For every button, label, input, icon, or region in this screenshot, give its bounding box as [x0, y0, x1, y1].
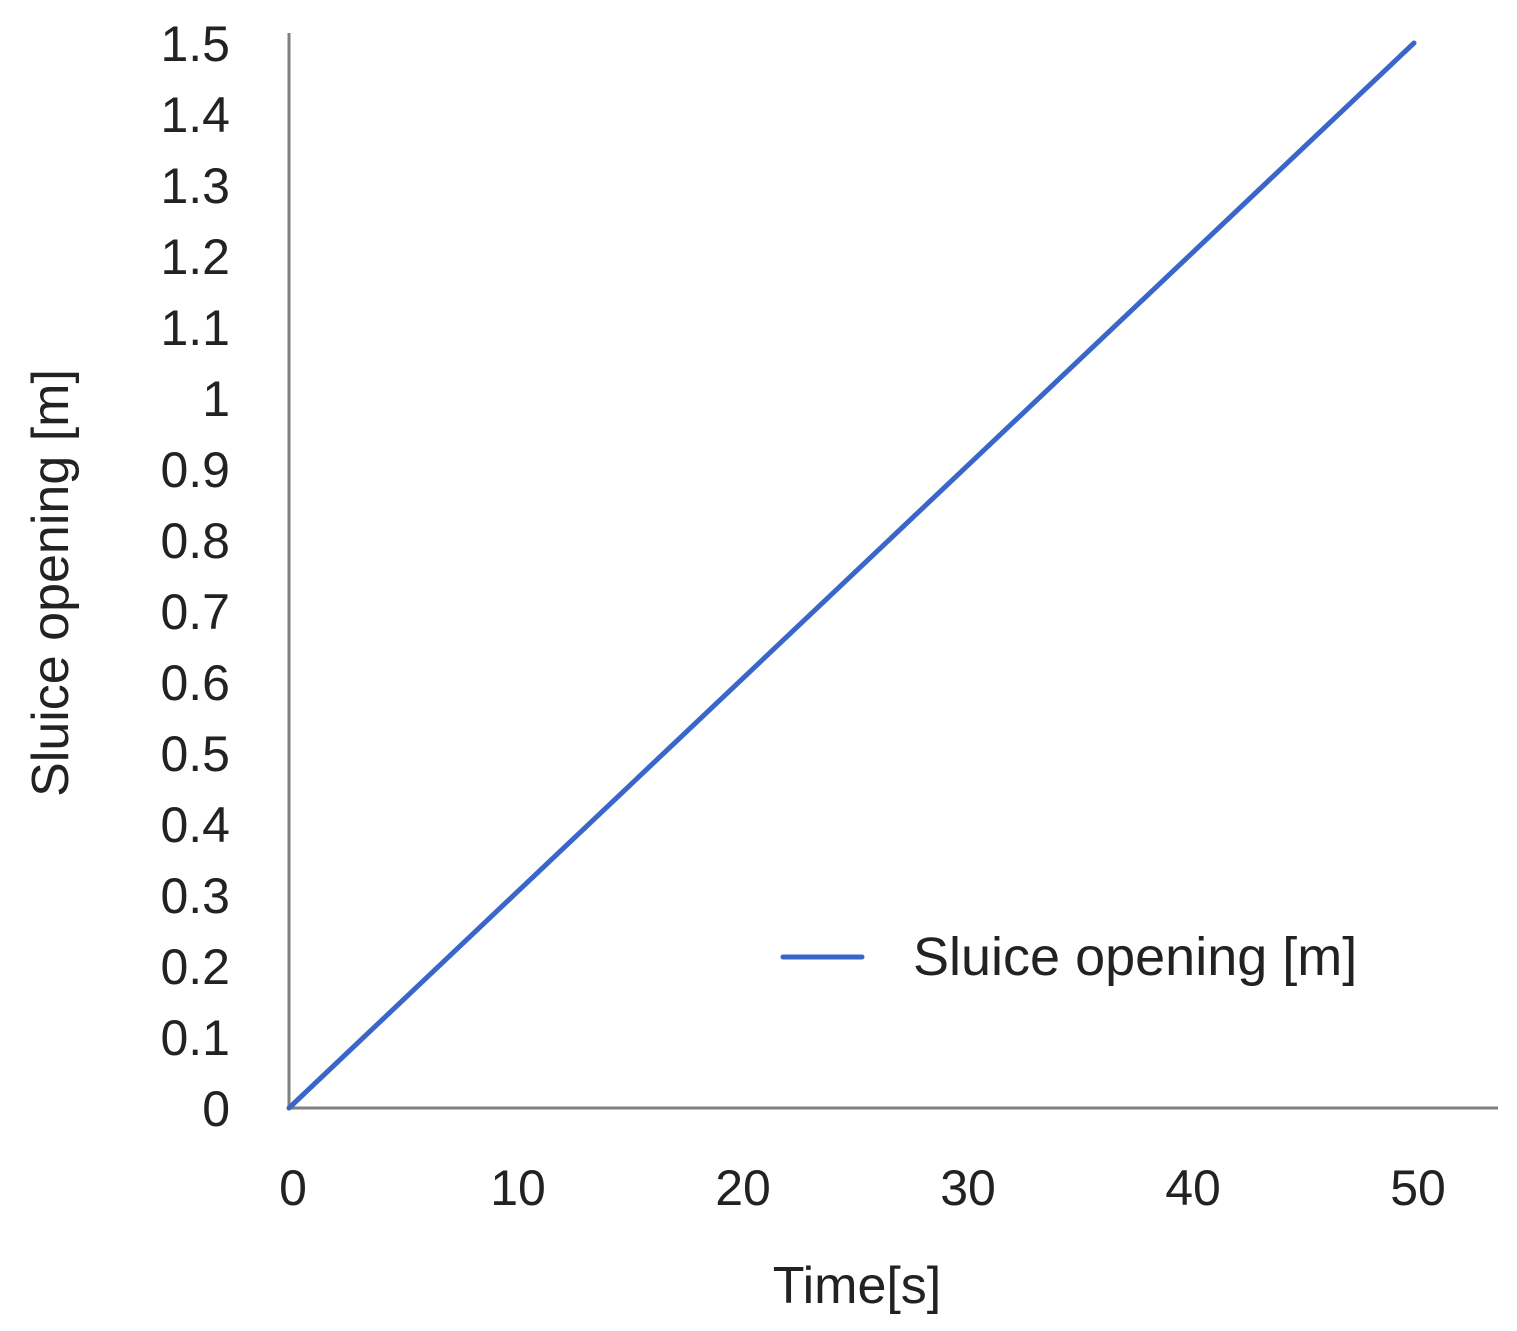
- legend-label: Sluice opening [m]: [913, 927, 1357, 987]
- y-tick-labels: 0 0.1 0.2 0.3 0.4 0.5 0.6 0.7 0.8 0.9 1 1.1 1.2 1.3 1.…: [160, 16, 230, 1137]
- x-tick-label: 40: [1165, 1160, 1221, 1216]
- x-axis-title: Time[s]: [773, 1257, 942, 1315]
- x-tick-label: 0: [279, 1160, 307, 1216]
- y-tick-label: 0.1: [160, 1010, 230, 1066]
- y-tick-label: 1.5: [160, 16, 230, 72]
- series-line: [286, 40, 1417, 1111]
- y-tick-label: 1.2: [160, 229, 230, 285]
- y-tick-label: 0.7: [160, 584, 230, 640]
- y-axis-title: Sluice opening [m]: [22, 369, 80, 797]
- y-tick-label: 1.1: [160, 300, 230, 356]
- y-tick-label: 0: [202, 1081, 230, 1137]
- y-tick-label: 0.8: [160, 513, 230, 569]
- y-tick-label: 0.9: [160, 442, 230, 498]
- legend: Sluice opening [m]: [780, 927, 1357, 987]
- x-tick-label: 50: [1390, 1160, 1446, 1216]
- y-tick-label: 1: [202, 371, 230, 427]
- series-group: [286, 40, 1417, 1111]
- y-tick-label: 0.3: [160, 868, 230, 924]
- y-tick-label: 0.5: [160, 726, 230, 782]
- y-tick-label: 1.4: [160, 87, 230, 143]
- x-tick-label: 30: [940, 1160, 996, 1216]
- y-tick-label: 0.2: [160, 939, 230, 995]
- x-tick-labels: 0 10 20 30 40 50: [279, 1160, 1446, 1216]
- y-tick-label: 0.4: [160, 797, 230, 853]
- x-tick-label: 10: [490, 1160, 546, 1216]
- x-tick-label: 20: [715, 1160, 771, 1216]
- y-tick-label: 0.6: [160, 655, 230, 711]
- y-tick-label: 1.3: [160, 158, 230, 214]
